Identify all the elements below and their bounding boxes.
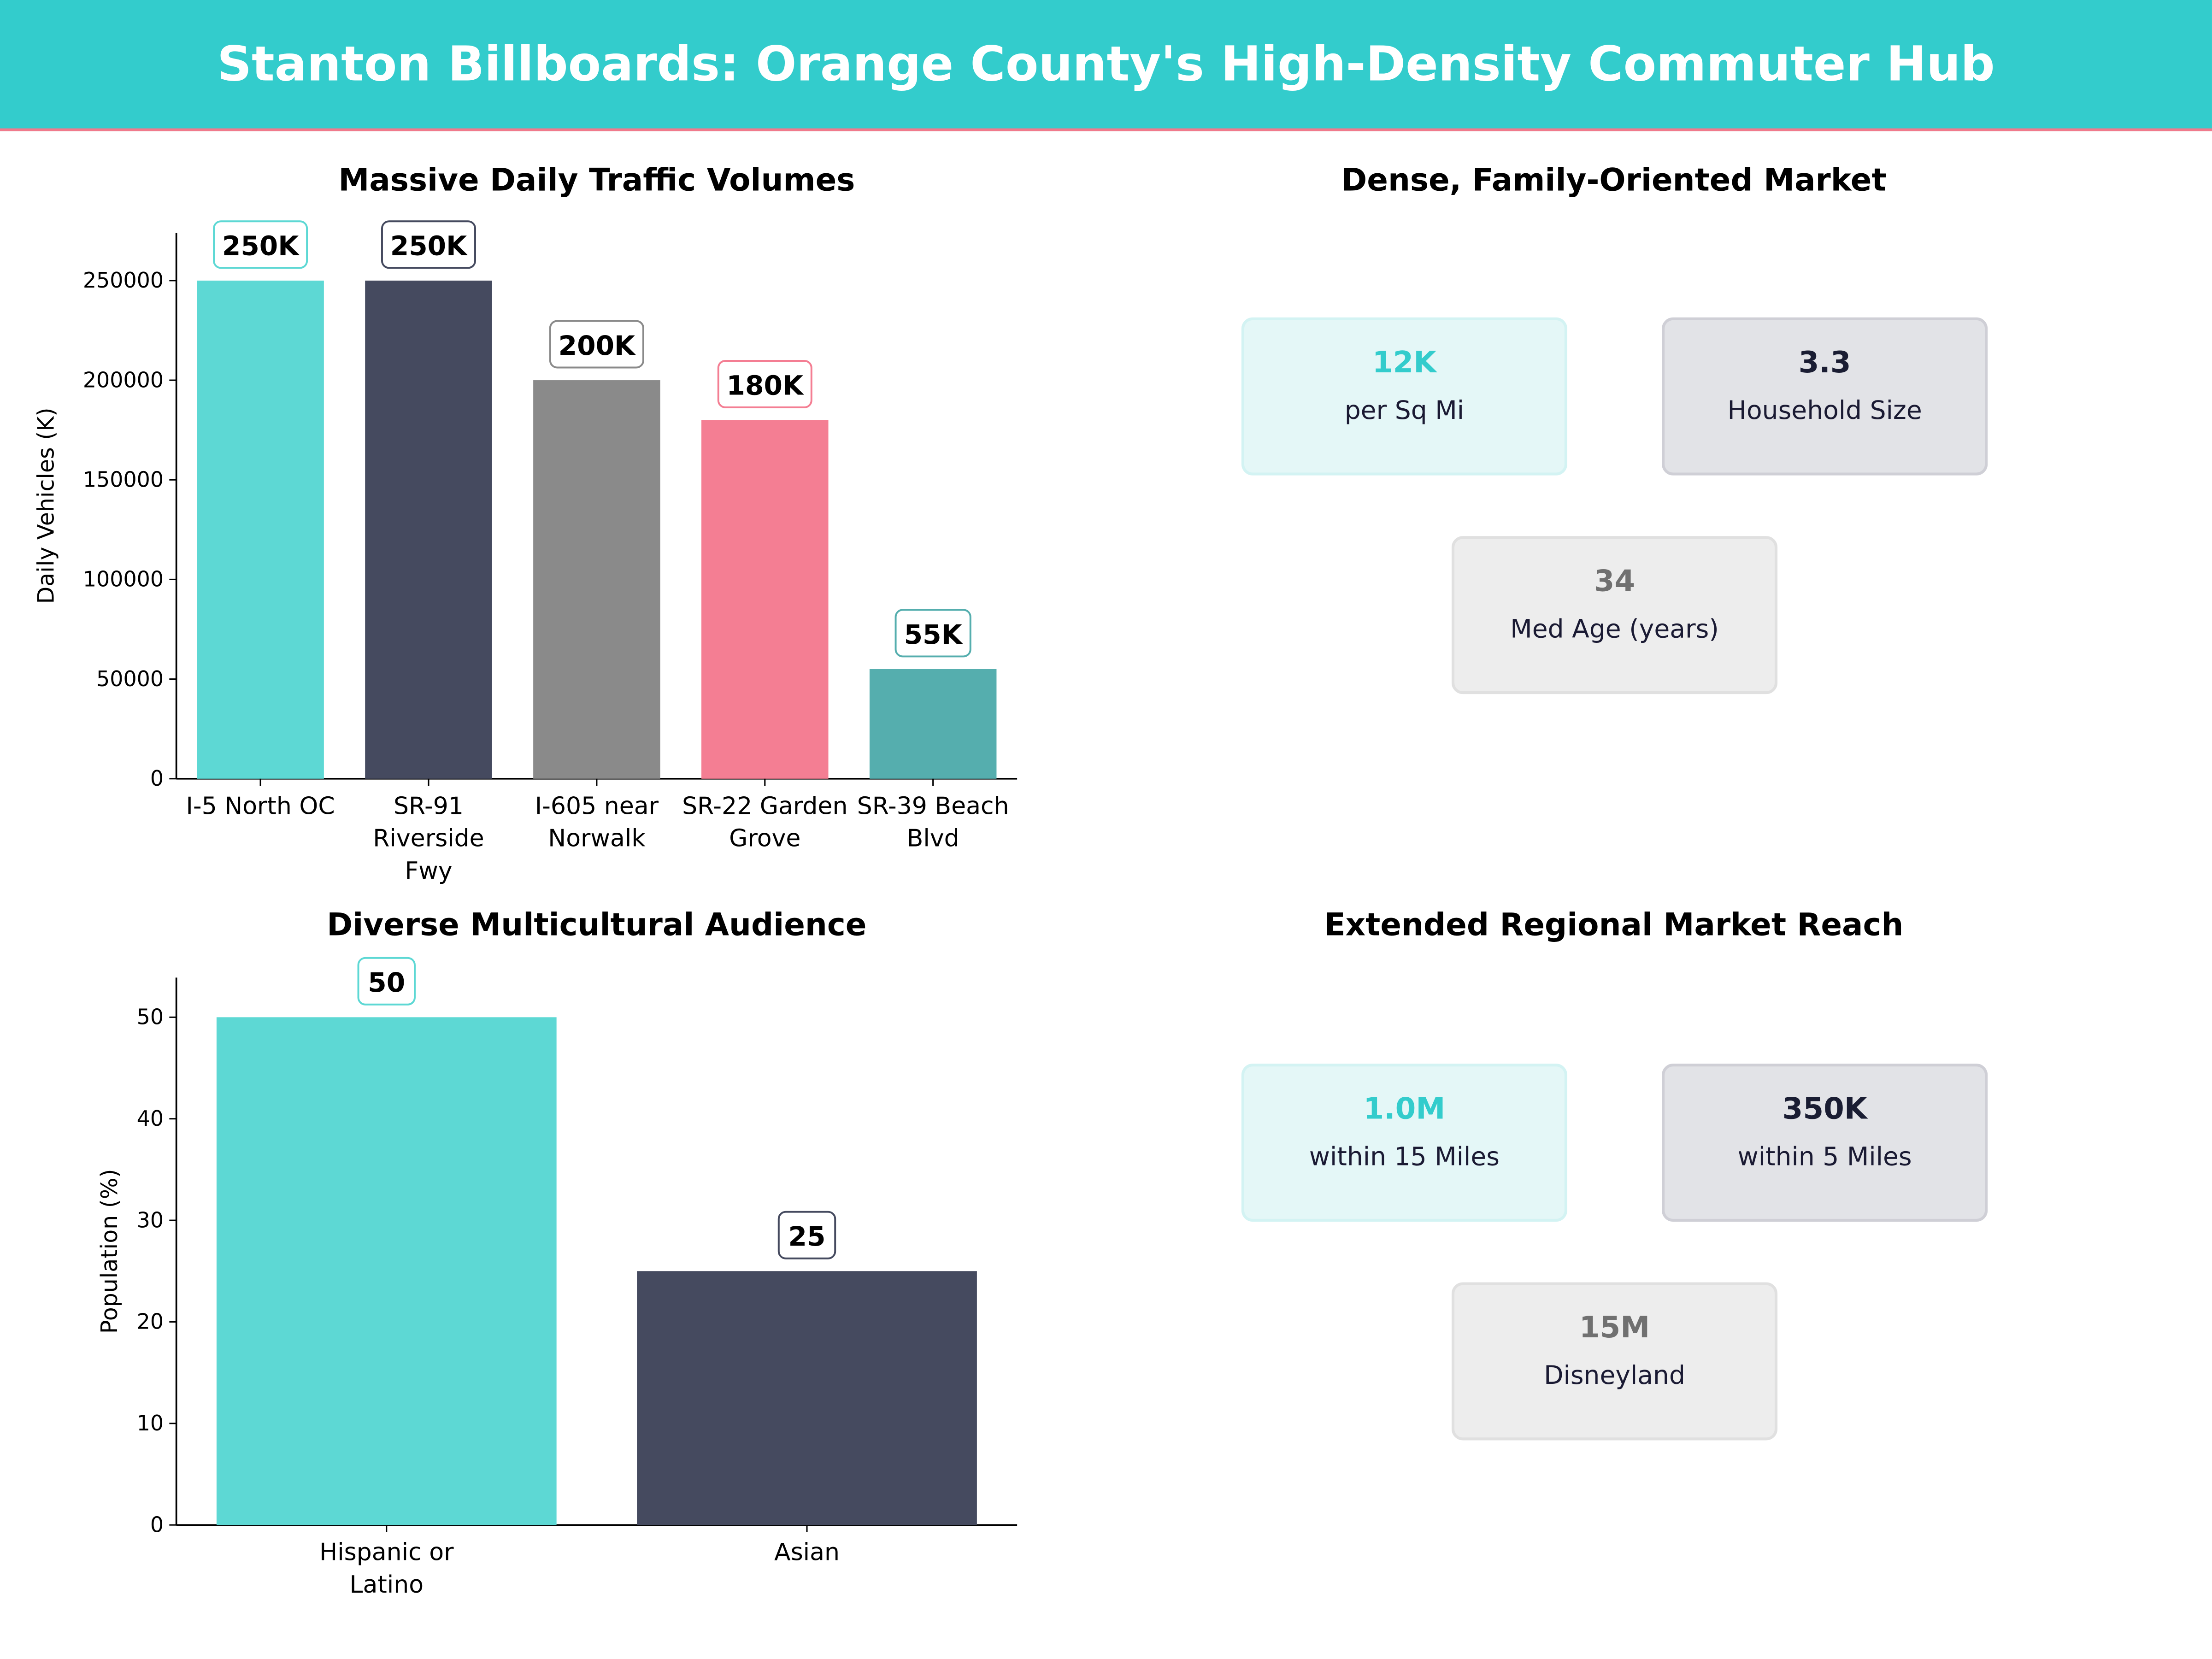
kpi-card: 34 Med Age (years) <box>1451 536 1778 694</box>
y-tick-label: 200000 <box>83 367 164 392</box>
panel-title-market: Dense, Family-Oriented Market <box>1341 164 1887 199</box>
header-banner: Stanton Billboards: Orange County's High… <box>0 0 2212 131</box>
panel-title-reach: Extended Regional Market Reach <box>1324 908 1904 944</box>
data-label-box <box>381 220 477 269</box>
data-label-box <box>357 957 416 1006</box>
bar <box>197 280 324 779</box>
chart-title-audience: Diverse Multicultural Audience <box>327 908 867 944</box>
x-tick-label: I-605 near <box>535 792 659 820</box>
y-axis-label: Population (%) <box>96 1169 123 1334</box>
data-label-box <box>894 609 971 658</box>
data-label: 180K <box>727 370 804 401</box>
kpi-card: 1.0M within 15 Miles <box>1241 1064 1567 1222</box>
y-tick-label: 20 <box>137 1309 164 1334</box>
kpi-value: 3.3 <box>1798 345 1851 380</box>
bar <box>365 280 492 779</box>
x-tick-label: Fwy <box>405 857 452 885</box>
kpi-value: 34 <box>1594 564 1635 598</box>
bar <box>701 420 829 779</box>
data-label-box <box>777 1211 836 1259</box>
kpi-value: 12K <box>1372 345 1437 380</box>
kpi-label: Med Age (years) <box>1510 615 1719 645</box>
data-label: 250K <box>390 230 468 262</box>
kpi-card: 3.3 Household Size <box>1662 317 1988 476</box>
y-tick-label: 150000 <box>83 467 164 492</box>
data-label-box <box>717 359 812 408</box>
kpi-label: within 15 Miles <box>1309 1142 1500 1172</box>
x-tick-label: Riverside <box>373 825 484 853</box>
data-label: 200K <box>559 330 636 361</box>
bar <box>216 1017 557 1525</box>
data-label-box <box>213 220 308 269</box>
kpi-card: 350K within 5 Miles <box>1662 1064 1988 1222</box>
x-tick-label: Asian <box>774 1539 840 1566</box>
x-tick-label: SR-91 <box>394 792 464 820</box>
data-label: 50 <box>368 967 405 998</box>
x-tick-label: I-5 North OC <box>186 792 335 820</box>
kpi-label: Household Size <box>1727 396 1922 426</box>
x-tick-label: Norwalk <box>548 825 645 853</box>
chart-title-traffic: Massive Daily Traffic Volumes <box>338 164 855 199</box>
y-tick-label: 40 <box>137 1106 164 1131</box>
kpi-card: 15M Disneyland <box>1451 1282 1778 1441</box>
kpi-label: within 5 Miles <box>1737 1142 1912 1172</box>
data-label: 250K <box>222 230 300 262</box>
data-label: 55K <box>904 619 963 650</box>
x-tick-label: Latino <box>349 1571 424 1599</box>
y-tick-label: 0 <box>150 1512 164 1537</box>
bar <box>637 1271 977 1525</box>
kpi-value: 15M <box>1579 1310 1650 1345</box>
bar <box>533 380 660 779</box>
data-label: 25 <box>788 1221 826 1252</box>
y-axis-label: Daily Vehicles (K) <box>33 407 59 604</box>
x-tick-label: SR-39 Beach <box>857 792 1009 820</box>
kpi-value: 350K <box>1782 1092 1867 1126</box>
bar <box>869 669 997 779</box>
data-label-box <box>549 320 644 369</box>
y-tick-label: 30 <box>137 1207 164 1232</box>
x-tick-label: Hispanic or <box>319 1539 454 1566</box>
y-tick-label: 100000 <box>83 567 164 592</box>
x-tick-label: SR-22 Garden <box>682 792 847 820</box>
y-tick-label: 250000 <box>83 268 164 293</box>
kpi-card: 12K per Sq Mi <box>1241 317 1567 476</box>
y-tick-label: 0 <box>150 766 164 791</box>
y-tick-label: 10 <box>137 1411 164 1435</box>
x-tick-label: Grove <box>729 825 800 853</box>
kpi-label: Disneyland <box>1544 1361 1685 1391</box>
y-tick-label: 50000 <box>96 666 164 691</box>
x-tick-label: Blvd <box>907 825 959 853</box>
y-tick-label: 50 <box>137 1005 164 1030</box>
kpi-value: 1.0M <box>1363 1092 1446 1126</box>
kpi-label: per Sq Mi <box>1344 396 1465 426</box>
page-title: Stanton Billboards: Orange County's High… <box>217 36 1995 93</box>
